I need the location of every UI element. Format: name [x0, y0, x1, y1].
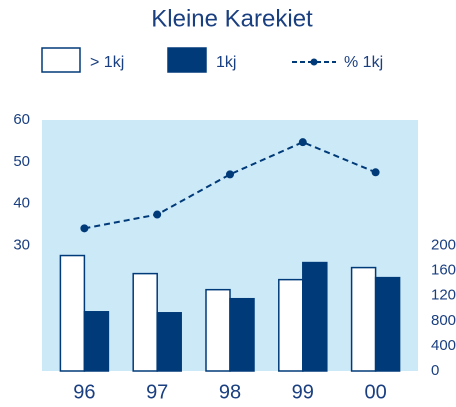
y-tick-label: 40 [13, 195, 30, 212]
bar [302, 261, 328, 372]
line [84, 141, 376, 230]
bar [278, 278, 304, 372]
bar [59, 254, 86, 372]
bar [229, 297, 255, 372]
y-tick-label: 60 [13, 111, 30, 128]
x-tick-label: 98 [219, 381, 241, 403]
y2-tick-label: 400 [431, 337, 456, 354]
x-tick-label: 96 [73, 381, 95, 403]
x-tick-label: 99 [292, 381, 314, 403]
y2-tick-label: 1200 [431, 287, 456, 304]
bar [156, 312, 182, 372]
y2-tick-label: 2000 [431, 236, 456, 253]
x-tick-label: 97 [146, 381, 168, 403]
chart-title: Kleine Karekiet [151, 5, 313, 32]
bar [132, 272, 158, 372]
legend-swatch [41, 47, 81, 73]
bar [83, 311, 110, 372]
legend-marker [310, 58, 318, 66]
legend-label: % 1kj [344, 54, 383, 71]
line-marker [371, 168, 380, 177]
bar [374, 276, 401, 372]
line-marker [226, 170, 234, 179]
legend-swatch [167, 47, 207, 73]
bar [205, 288, 231, 372]
x-tick-label: 00 [364, 381, 386, 403]
y2-tick-label: 1600 [431, 262, 456, 279]
bar [350, 266, 377, 372]
y-tick-label: 50 [13, 153, 30, 170]
legend-label: > 1kj [90, 54, 124, 71]
line-marker [153, 210, 162, 219]
y-tick-label: 30 [13, 236, 30, 253]
line-marker [298, 138, 307, 147]
legend-label: 1kj [216, 54, 236, 71]
y2-tick-label: 800 [431, 312, 456, 329]
y2-tick-label: 0 [431, 362, 439, 379]
line-marker [80, 224, 89, 233]
